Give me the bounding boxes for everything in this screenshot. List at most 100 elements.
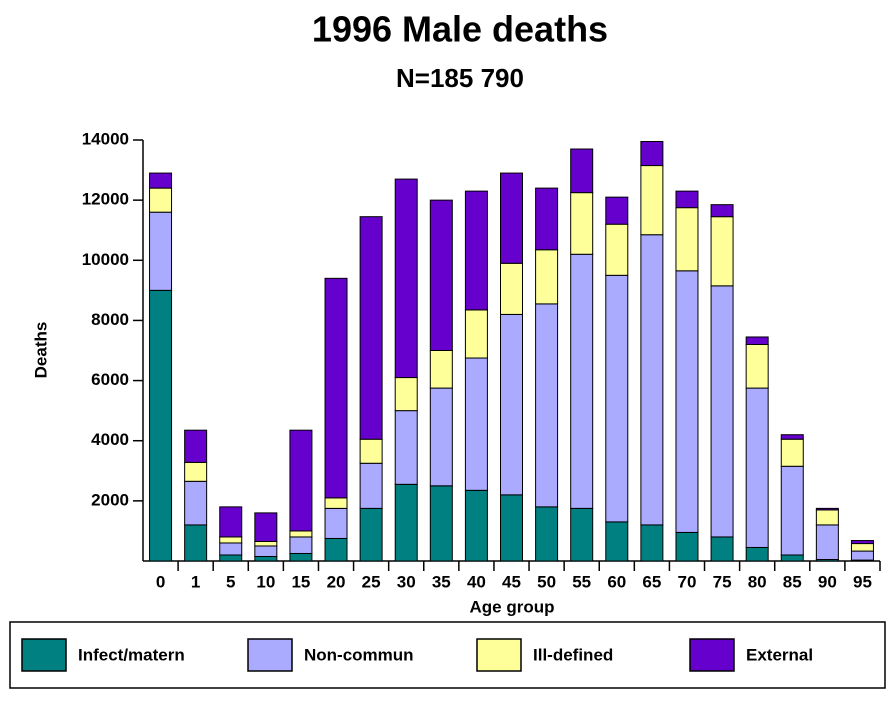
y-tick-label: 4000 bbox=[91, 430, 129, 449]
bar-segment bbox=[605, 274, 629, 523]
bar-segment bbox=[535, 506, 559, 562]
bar-segment bbox=[394, 377, 418, 412]
x-tick-label: 25 bbox=[362, 572, 381, 591]
x-tick-label: 90 bbox=[818, 572, 837, 591]
bar-segment bbox=[254, 512, 278, 542]
bar-segment bbox=[640, 524, 664, 562]
bar-segment bbox=[780, 438, 804, 467]
bar-segment bbox=[429, 350, 453, 389]
x-tick-label: 0 bbox=[156, 572, 165, 591]
bar-segment bbox=[710, 285, 734, 538]
bar-segment bbox=[675, 207, 699, 272]
bar-segment bbox=[535, 249, 559, 305]
bar-segment bbox=[640, 165, 664, 236]
bar-segment bbox=[289, 530, 313, 538]
bar-segment bbox=[570, 148, 594, 194]
x-tick-label: 10 bbox=[256, 572, 275, 591]
y-axis-label: Deaths bbox=[31, 322, 50, 379]
bar-segment bbox=[254, 545, 278, 557]
bar-segment bbox=[745, 387, 769, 548]
legend-label: Non-commun bbox=[304, 645, 414, 664]
bar-segment bbox=[464, 357, 488, 491]
bar-segment bbox=[780, 554, 804, 562]
bar-segment bbox=[570, 253, 594, 509]
bar-segment bbox=[324, 507, 348, 539]
chart-title: 1996 Male deaths bbox=[312, 9, 608, 50]
bar-segment bbox=[500, 494, 523, 562]
bar-segment bbox=[605, 521, 629, 562]
x-tick-label: 35 bbox=[432, 572, 451, 591]
bar-segment bbox=[289, 552, 313, 562]
bar-segment bbox=[394, 178, 418, 379]
x-tick-label: 75 bbox=[713, 572, 732, 591]
legend-label: Infect/matern bbox=[78, 645, 185, 664]
legend-swatch bbox=[476, 638, 522, 672]
x-axis-label: Age group bbox=[470, 597, 555, 616]
y-tick-label: 14000 bbox=[82, 129, 129, 148]
bar-segment bbox=[745, 343, 769, 389]
bar-segment bbox=[149, 211, 173, 291]
bar-segment bbox=[394, 410, 418, 485]
legend-label: Ill-defined bbox=[533, 645, 613, 664]
bar-segment bbox=[359, 438, 383, 464]
bar-segment bbox=[254, 555, 278, 562]
x-tick-label: 15 bbox=[291, 572, 310, 591]
bar-segment bbox=[289, 536, 313, 554]
bar-segment bbox=[219, 554, 243, 562]
bar-segment bbox=[394, 483, 418, 562]
bar-segment bbox=[850, 550, 874, 561]
x-tick-label: 60 bbox=[607, 572, 626, 591]
x-tick-label: 5 bbox=[226, 572, 235, 591]
bar-segment bbox=[184, 524, 208, 562]
bar-segment bbox=[500, 172, 523, 264]
bar-segment bbox=[780, 434, 804, 440]
bar-segment bbox=[745, 336, 769, 345]
bar-segment bbox=[500, 262, 523, 315]
bar-segment bbox=[359, 462, 383, 509]
y-tick-label: 12000 bbox=[82, 190, 129, 209]
bar-segment bbox=[535, 303, 559, 508]
legend-swatch bbox=[21, 638, 67, 672]
bar-segment bbox=[149, 187, 173, 213]
bar-segment bbox=[675, 190, 699, 209]
x-tick-label: 95 bbox=[853, 572, 872, 591]
bar-segment bbox=[535, 187, 559, 251]
bar-segment bbox=[184, 461, 208, 482]
y-tick-label: 10000 bbox=[82, 250, 129, 269]
bar-segment bbox=[745, 546, 769, 562]
bar-segment bbox=[815, 509, 839, 526]
x-tick-label: 20 bbox=[327, 572, 346, 591]
x-tick-label: 65 bbox=[642, 572, 661, 591]
bar-segment bbox=[570, 507, 594, 562]
x-tick-label: 70 bbox=[678, 572, 697, 591]
bar-segment bbox=[500, 313, 523, 496]
bar-segment bbox=[780, 465, 804, 556]
bar-segment bbox=[605, 196, 629, 225]
bar-segment bbox=[149, 289, 173, 562]
legend-label: External bbox=[746, 645, 813, 664]
bar-segment bbox=[464, 190, 488, 311]
bar-segment bbox=[219, 536, 243, 544]
legend-swatch bbox=[689, 638, 735, 672]
y-tick-label: 2000 bbox=[91, 490, 129, 509]
x-tick-label: 40 bbox=[467, 572, 486, 591]
bar-segment bbox=[640, 141, 664, 167]
x-tick-label: 50 bbox=[537, 572, 556, 591]
bar-segment bbox=[710, 204, 734, 218]
legend-box bbox=[9, 621, 886, 689]
bar-segment bbox=[850, 543, 874, 552]
bar-segment bbox=[815, 507, 839, 511]
y-tick-label: 6000 bbox=[91, 370, 129, 389]
bar-segment bbox=[429, 199, 453, 351]
bar-segment bbox=[850, 540, 874, 545]
bar-segment bbox=[289, 429, 313, 532]
bar-segment bbox=[675, 531, 699, 562]
bar-segment bbox=[324, 277, 348, 499]
bar-segment bbox=[675, 270, 699, 533]
bar-segment bbox=[324, 497, 348, 509]
bar-segment bbox=[184, 429, 208, 463]
bar-segment bbox=[359, 507, 383, 562]
x-tick-label: 55 bbox=[572, 572, 591, 591]
bar-segment bbox=[710, 216, 734, 287]
